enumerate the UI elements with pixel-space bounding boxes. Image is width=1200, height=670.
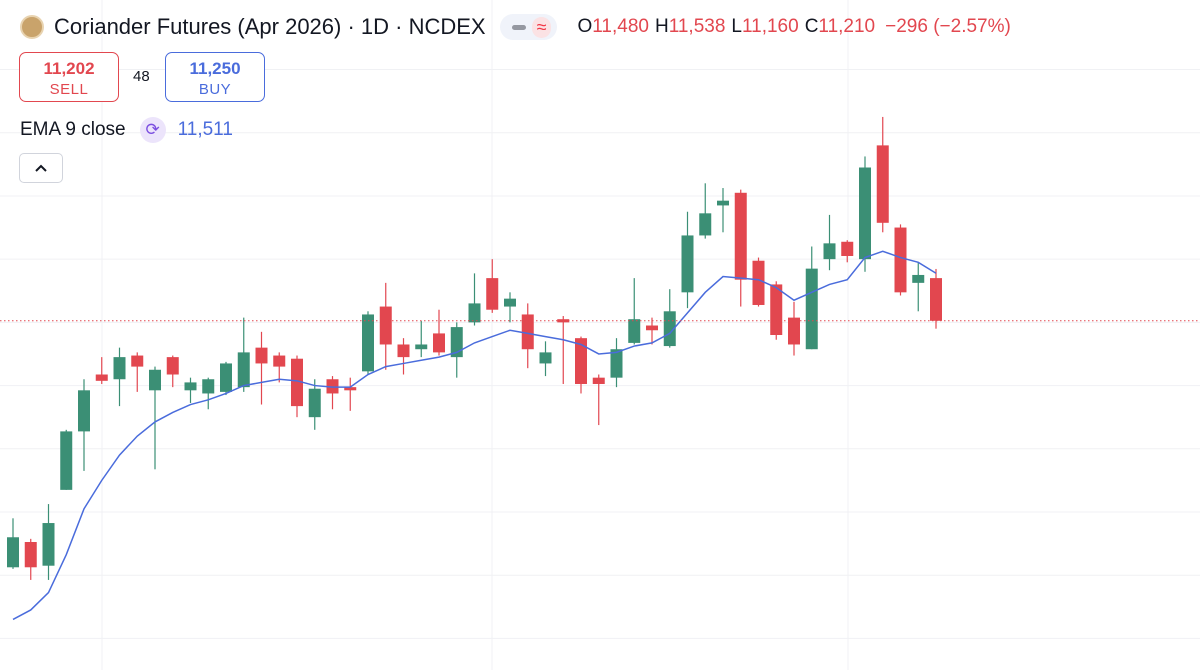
- candle-body: [592, 377, 605, 384]
- buy-button[interactable]: 11,250 BUY: [165, 52, 265, 102]
- candle-body: [184, 382, 197, 391]
- candle-body: [326, 379, 339, 394]
- change: −296 (−2.57%): [885, 16, 1011, 37]
- candle-body: [7, 537, 19, 568]
- candle-body: [291, 358, 303, 407]
- candle-body: [575, 338, 587, 384]
- ohlc-value: 11,160: [741, 16, 799, 37]
- candle-body: [166, 357, 179, 375]
- candle-body: [788, 317, 800, 345]
- sell-label: SELL: [49, 81, 89, 98]
- candle-body: [646, 325, 658, 331]
- ohlc-value: 11,480: [592, 16, 649, 37]
- symbol-icon: [20, 15, 44, 39]
- candle-body: [42, 523, 55, 566]
- candle-body: [113, 357, 126, 380]
- ohlc: O11,480 H11,538 L11,160 C11,210: [571, 16, 875, 38]
- candle-body: [308, 388, 321, 418]
- candle-body: [770, 284, 783, 335]
- candle-body: [823, 243, 836, 260]
- ema-icon[interactable]: ⟳: [139, 117, 166, 143]
- status-pill[interactable]: ≈: [499, 14, 558, 40]
- candle-body: [415, 344, 428, 350]
- candle-body: [539, 352, 552, 364]
- candle-body: [752, 260, 765, 305]
- candle-body: [95, 374, 108, 381]
- candle-body: [628, 319, 641, 343]
- ema-line: [12, 250, 937, 621]
- candle-body: [610, 349, 623, 378]
- ohlc-key: C: [804, 16, 819, 37]
- candle-body: [450, 327, 463, 358]
- candle-body: [894, 227, 907, 293]
- ema-name: EMA 9 close: [20, 119, 126, 140]
- ohlc-key: L: [731, 16, 742, 37]
- candle-body: [805, 268, 818, 350]
- ema-value: 11,511: [177, 119, 233, 140]
- candle-body: [362, 314, 374, 372]
- candle-body: [699, 213, 712, 236]
- ohlc-key: H: [654, 16, 669, 37]
- candle-body: [468, 303, 481, 323]
- candle-body: [504, 298, 516, 307]
- ohlc-value: 11,210: [818, 16, 876, 37]
- candle-body: [131, 355, 144, 367]
- candle-body: [344, 387, 357, 391]
- candle-body: [681, 235, 694, 293]
- buy-price: 11,250: [189, 59, 241, 78]
- header: Coriander Futures (Apr 2026) · 1D · NCDE…: [20, 12, 1011, 42]
- ema-legend: EMA 9 close ⟳ 11,511: [20, 117, 233, 143]
- candle-body: [486, 278, 499, 310]
- candle-body: [78, 390, 90, 432]
- symbol-title: Coriander Futures (Apr 2026) · 1D · NCDE…: [54, 14, 486, 39]
- candle-body: [859, 167, 871, 260]
- candle-body: [734, 192, 747, 280]
- candle-body: [663, 311, 676, 347]
- sell-button[interactable]: 11,202 SELL: [19, 52, 119, 102]
- candle-body: [557, 319, 570, 323]
- buy-label: BUY: [198, 81, 232, 98]
- ohlc-value: 11,538: [668, 16, 726, 37]
- candle-body: [273, 355, 286, 367]
- status-dash: [511, 24, 526, 30]
- candle-body: [255, 347, 268, 364]
- candle-body: [237, 352, 250, 388]
- spread: 48: [133, 68, 150, 85]
- candle-body: [220, 363, 232, 392]
- candle-body: [202, 379, 215, 394]
- candle-body: [930, 278, 942, 321]
- candle-body: [397, 344, 410, 358]
- candle-body: [60, 431, 73, 490]
- collapse-button[interactable]: [19, 153, 63, 183]
- status-wave: ≈: [531, 16, 552, 38]
- candle-body: [433, 333, 445, 353]
- candle-body: [149, 369, 161, 391]
- candle-body: [24, 542, 37, 568]
- candle-body: [717, 200, 729, 206]
- candle-body: [841, 241, 854, 256]
- ohlc-key: O: [577, 16, 593, 37]
- sell-price: 11,202: [43, 59, 95, 78]
- candle-body: [521, 314, 534, 350]
- candle-body: [876, 145, 889, 223]
- candle-body: [379, 306, 392, 345]
- chevron: [35, 164, 47, 172]
- candle-body: [912, 274, 925, 283]
